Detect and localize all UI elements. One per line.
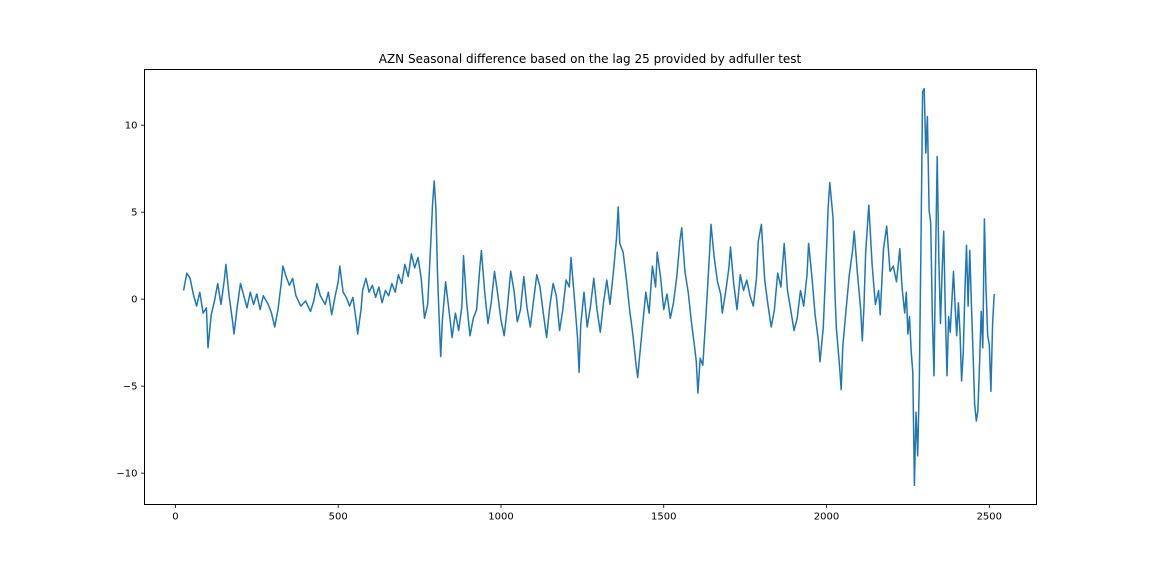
x-axis: 0 500 1000 1500 2000 2500 bbox=[172, 504, 1002, 523]
y-tick-label-1: −5 bbox=[123, 382, 138, 393]
x-tick-label-5: 2500 bbox=[977, 512, 1002, 523]
series-line-0 bbox=[182, 87, 995, 487]
y-tick-label-4: 10 bbox=[125, 121, 138, 132]
y-tick-label-3: 5 bbox=[131, 208, 137, 219]
x-tick-label-4: 2000 bbox=[814, 512, 839, 523]
x-tick-label-1: 500 bbox=[329, 512, 348, 523]
y-tick-label-0: −10 bbox=[116, 469, 137, 480]
plot-area-frame bbox=[144, 69, 1037, 505]
x-tick-label-3: 1500 bbox=[651, 512, 676, 523]
chart-title: AZN Seasonal difference based on the lag… bbox=[379, 52, 802, 66]
y-axis: −10 −5 0 5 10 bbox=[116, 121, 145, 480]
series-line-layer bbox=[182, 87, 995, 487]
x-tick-label-0: 0 bbox=[172, 512, 178, 523]
y-tick-label-2: 0 bbox=[131, 295, 137, 306]
x-tick-label-2: 1000 bbox=[488, 512, 513, 523]
